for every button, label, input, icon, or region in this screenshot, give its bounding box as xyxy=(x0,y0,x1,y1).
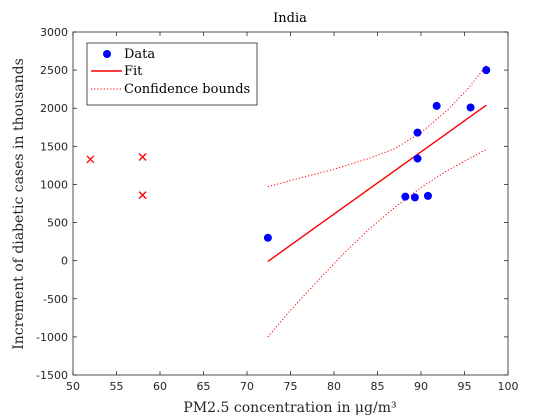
legend-data-label: Data xyxy=(124,47,155,62)
x-tick-label: 60 xyxy=(153,380,167,393)
y-ticks: -1500 -1000 -500 0 500 1000 1500 2000 2500 3000 xyxy=(36,26,508,382)
data-points xyxy=(263,66,491,242)
x-tick-label: 95 xyxy=(458,380,472,393)
chart-title: India xyxy=(273,11,307,26)
y-tick-label: -1000 xyxy=(36,331,68,344)
lower-confidence-bound xyxy=(267,148,487,338)
outlier-stroke xyxy=(138,191,147,200)
outlier-point xyxy=(86,155,95,164)
data-point xyxy=(401,192,410,201)
x-tick-label: 55 xyxy=(110,380,124,393)
confidence-bounds xyxy=(267,65,487,338)
x-tick-label: 100 xyxy=(498,380,519,393)
data-point xyxy=(482,66,491,75)
y-tick-label: -500 xyxy=(43,293,68,306)
legend-bounds-label: Confidence bounds xyxy=(124,82,250,97)
legend-data-marker xyxy=(103,50,111,58)
y-tick-label: 1000 xyxy=(40,178,68,191)
y-tick-label: 2000 xyxy=(40,102,68,115)
y-tick-label: 2500 xyxy=(40,64,68,77)
data-point xyxy=(432,101,441,110)
outlier-point xyxy=(138,153,147,161)
data-point xyxy=(413,128,422,137)
y-tick-label: 0 xyxy=(61,255,68,268)
legend-fit-label: Fit xyxy=(124,64,143,79)
fit-line xyxy=(267,104,487,262)
upper-confidence-bound xyxy=(267,65,487,188)
y-tick-label: 500 xyxy=(47,217,68,230)
data-point xyxy=(413,154,422,163)
y-tick-label: 3000 xyxy=(40,26,68,39)
data-point xyxy=(410,193,419,202)
outlier-points xyxy=(86,153,147,200)
outlier-point xyxy=(138,191,147,200)
x-tick-label: 75 xyxy=(284,380,298,393)
x-tick-label: 85 xyxy=(371,380,385,393)
x-tick-label: 90 xyxy=(414,380,428,393)
y-tick-label: 1500 xyxy=(40,140,68,153)
x-ticks: 50 55 60 65 70 75 80 85 90 95 100 xyxy=(66,32,519,393)
x-tick-label: 80 xyxy=(327,380,341,393)
outlier-stroke xyxy=(86,155,95,164)
x-tick-label: 65 xyxy=(197,380,211,393)
x-axis-label: PM2.5 concentration in μg/m³ xyxy=(183,400,396,416)
data-point xyxy=(263,233,272,242)
data-point xyxy=(466,103,475,112)
legend-box xyxy=(86,42,258,106)
fit-line-segment xyxy=(267,104,487,262)
legend: Data Fit Confidence bounds xyxy=(86,42,258,106)
outlier-stroke xyxy=(138,153,147,161)
y-tick-label: -1500 xyxy=(36,369,68,382)
x-tick-label: 50 xyxy=(66,380,80,393)
x-tick-label: 70 xyxy=(240,380,254,393)
data-point xyxy=(423,191,432,200)
y-axis-label: Increment of diabetic cases in thousands xyxy=(11,58,27,350)
